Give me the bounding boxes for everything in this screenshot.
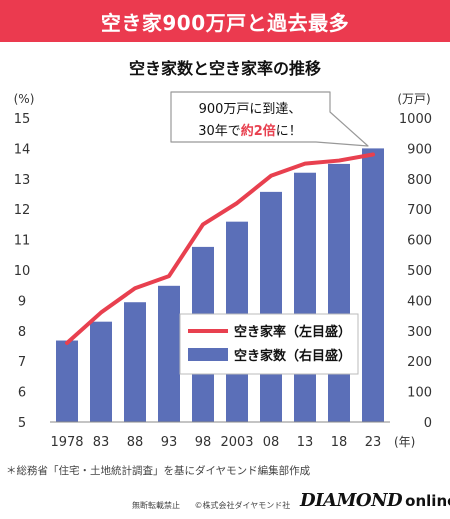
y-right-tick-800: 800 bbox=[407, 173, 432, 188]
line-point-13 bbox=[303, 162, 307, 166]
y-left-tick-10: 10 bbox=[14, 264, 31, 279]
y-right-tick-300: 300 bbox=[407, 325, 432, 340]
brand-logo: DIAMONDonline bbox=[300, 490, 450, 511]
bar-93 bbox=[158, 285, 180, 422]
legend-bar-swatch bbox=[188, 348, 228, 361]
y-left-tick-12: 12 bbox=[14, 203, 31, 218]
y-left-tick-9: 9 bbox=[18, 294, 26, 309]
y-right-unit: (万戸) bbox=[397, 92, 430, 106]
y-right-tick-600: 600 bbox=[407, 234, 432, 249]
line-point-23 bbox=[371, 152, 375, 156]
x-tick-08: 08 bbox=[263, 435, 280, 450]
y-right-tick-100: 100 bbox=[407, 386, 432, 401]
legend-bar-label: 空き家数（右目盛） bbox=[234, 348, 351, 364]
y-left-tick-8: 8 bbox=[18, 325, 26, 340]
bar-83 bbox=[90, 321, 112, 422]
legend-box bbox=[179, 313, 359, 375]
x-tick-2003: 2003 bbox=[220, 435, 253, 450]
line-vacancy-rate bbox=[65, 152, 375, 345]
x-tick-93: 93 bbox=[161, 435, 178, 450]
callout-line-1: 900万戸に到達、 bbox=[199, 102, 302, 117]
x-tick-18: 18 bbox=[331, 435, 348, 450]
bar-88 bbox=[124, 302, 146, 422]
copyright-line: 無断転載禁止 ©株式会社ダイヤモンド社 bbox=[132, 500, 302, 511]
no-reprint-notice: 無断転載禁止 bbox=[132, 501, 180, 510]
y-right-tick-200: 200 bbox=[407, 355, 432, 370]
banner-title: 空き家900万戸と過去最多 bbox=[0, 0, 450, 42]
line-point-2003 bbox=[235, 201, 239, 205]
y-left-tick-13: 13 bbox=[14, 173, 31, 188]
chart-title: 空き家数と空き家率の推移 bbox=[128, 59, 321, 78]
brand-sub: online bbox=[405, 492, 450, 510]
line-point-18 bbox=[337, 159, 341, 163]
x-tick-83: 83 bbox=[93, 435, 110, 450]
copyright-text: ©株式会社ダイヤモンド社 bbox=[194, 501, 291, 510]
bar-23 bbox=[362, 148, 384, 422]
y-left-tick-11: 11 bbox=[14, 234, 31, 249]
line-point-1978 bbox=[65, 341, 69, 345]
callout-bubble bbox=[170, 91, 369, 147]
y-left-unit: (%) bbox=[14, 92, 35, 106]
y-right-tick-0: 0 bbox=[424, 416, 432, 431]
y-right-tick-500: 500 bbox=[407, 264, 432, 279]
source-note: ＊総務省「住宅・土地統計調査」を基にダイヤモンド編集部作成 bbox=[6, 465, 311, 477]
x-tick-23: 23 bbox=[365, 435, 382, 450]
x-tick-13: 13 bbox=[297, 435, 314, 450]
y-right-tick-900: 900 bbox=[407, 142, 432, 157]
line-point-93 bbox=[167, 274, 171, 278]
callout-line-2: 30年で約2倍に！ bbox=[198, 123, 302, 139]
callout-line2-highlight: 約2倍 bbox=[241, 123, 276, 139]
callout-line2-prefix: 30年で bbox=[198, 124, 241, 139]
y-right-tick-700: 700 bbox=[407, 203, 432, 218]
bar-08 bbox=[260, 191, 282, 422]
x-tick-98: 98 bbox=[195, 435, 212, 450]
y-left-tick-15: 15 bbox=[14, 112, 31, 127]
line-point-98 bbox=[201, 222, 205, 226]
y-left-tick-14: 14 bbox=[14, 142, 31, 157]
brand-main: DIAMOND bbox=[300, 490, 403, 511]
y-right-tick-400: 400 bbox=[407, 294, 432, 309]
bar-13 bbox=[294, 172, 316, 422]
y-left-tick-6: 6 bbox=[18, 386, 26, 401]
legend-line-label: 空き家率（左目盛） bbox=[234, 324, 351, 340]
x-tick-1978: 1978 bbox=[50, 435, 83, 450]
x-tick-88: 88 bbox=[127, 435, 144, 450]
y-right-tick-1000: 1000 bbox=[399, 112, 432, 127]
bar-1978 bbox=[56, 340, 78, 422]
line-point-08 bbox=[269, 174, 273, 178]
y-left-tick-5: 5 bbox=[18, 416, 26, 431]
line-point-83 bbox=[99, 311, 103, 315]
line-point-88 bbox=[133, 286, 137, 290]
x-unit: (年) bbox=[394, 435, 415, 449]
callout-line2-suffix: に！ bbox=[276, 124, 302, 139]
y-left-tick-7: 7 bbox=[18, 355, 26, 370]
bar-18 bbox=[328, 163, 350, 423]
